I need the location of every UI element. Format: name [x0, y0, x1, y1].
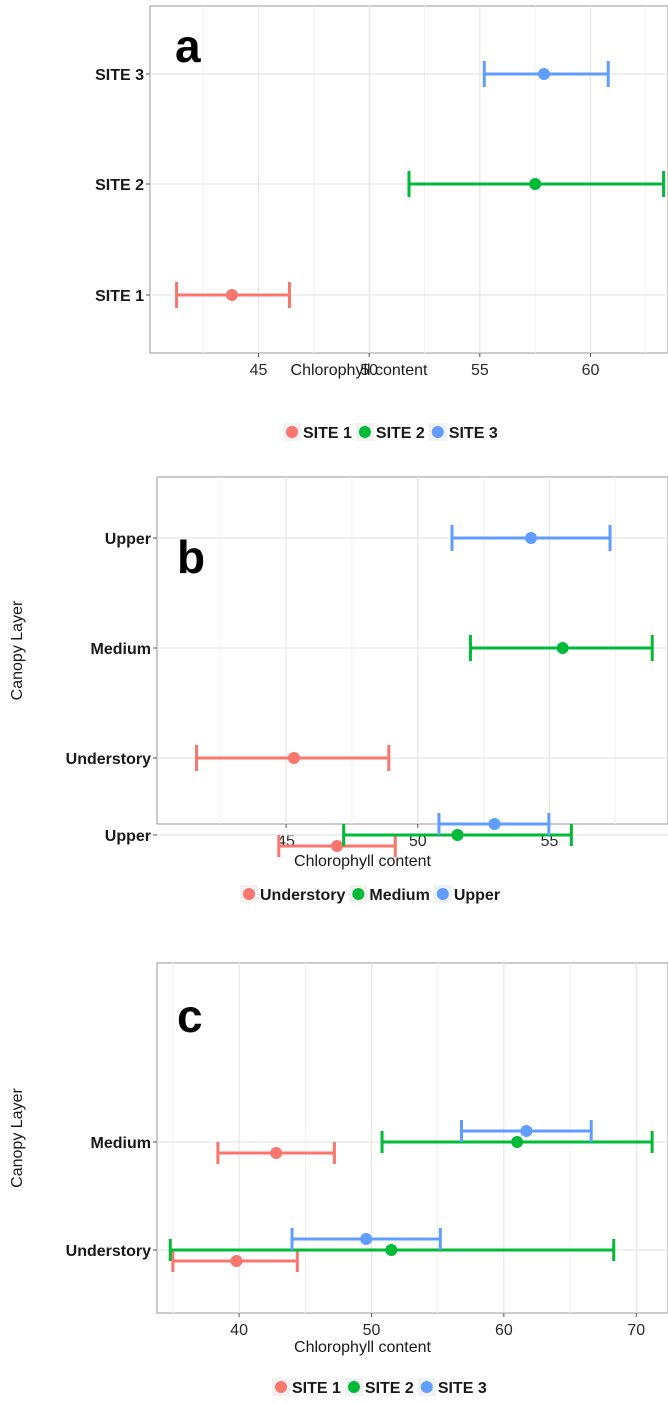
- x-axis-title: Chlorophyll content: [294, 1339, 432, 1356]
- legend-marker: [359, 426, 371, 438]
- x-tick-label: 60: [582, 362, 600, 379]
- legend: SITE 1 SITE 2 SITE 3: [272, 1378, 487, 1397]
- legend-marker: [243, 888, 255, 900]
- x-axis-title: Chlorophyll content: [291, 362, 429, 379]
- legend-label: Medium: [369, 887, 429, 904]
- series-site-1-medium-point: [270, 1147, 282, 1159]
- x-tick-label: 40: [230, 1322, 248, 1339]
- legend: Understory Medium Upper: [240, 885, 500, 904]
- panel-letter: b: [177, 531, 205, 583]
- plot-area: [157, 477, 668, 824]
- y-axis-title: Canopy Layer: [9, 600, 26, 700]
- y-category-label: SITE 2: [95, 177, 144, 194]
- panel-letter: c: [177, 990, 203, 1042]
- series-site-2-upper-point: [452, 829, 464, 841]
- legend-label: SITE 3: [449, 425, 498, 442]
- y-category-label: Medium: [91, 1135, 151, 1152]
- x-tick-label: 55: [471, 362, 489, 379]
- x-tick-label: 45: [250, 362, 268, 379]
- series-site-2-point: [529, 178, 541, 190]
- y-axis-title: Canopy Layer: [9, 1088, 26, 1188]
- legend: SITE 1 SITE 2 SITE 3: [283, 423, 498, 442]
- legend-label: Upper: [454, 887, 500, 904]
- legend-marker: [275, 1381, 287, 1393]
- legend-marker: [286, 426, 298, 438]
- x-tick-label: 50: [363, 1322, 381, 1339]
- y-category-label: SITE 1: [95, 288, 144, 305]
- y-category-label: Medium: [91, 641, 151, 658]
- x-tick-label: 70: [627, 1322, 645, 1339]
- legend-marker: [437, 888, 449, 900]
- series-site-3-upper-point: [489, 818, 501, 830]
- x-axis-title: Chlorophyll content: [294, 853, 432, 870]
- series-site-3-medium-point: [520, 1125, 532, 1137]
- series-site-3-point: [538, 68, 550, 80]
- legend-label: Understory: [260, 887, 345, 904]
- legend-label: SITE 2: [365, 1380, 414, 1397]
- series-site-2-understory-point: [385, 1244, 397, 1256]
- legend-marker: [421, 1381, 433, 1393]
- legend-label: SITE 3: [438, 1380, 487, 1397]
- legend-label: SITE 2: [376, 425, 425, 442]
- y-category-label: Upper: [105, 828, 151, 845]
- y-category-label: SITE 3: [95, 67, 144, 84]
- legend-marker: [348, 1381, 360, 1393]
- y-category-label: Understory: [66, 1243, 151, 1260]
- series-medium-point: [557, 642, 569, 654]
- series-site-1-upper-point: [331, 840, 343, 852]
- y-category-label: Upper: [105, 531, 151, 548]
- series-site-2-medium-point: [511, 1136, 523, 1148]
- series-upper-point: [525, 532, 537, 544]
- series-site-3-understory-point: [360, 1233, 372, 1245]
- y-category-label: Understory: [66, 751, 151, 768]
- panel-letter: a: [175, 20, 201, 72]
- legend-marker: [352, 888, 364, 900]
- series-understory-point: [288, 752, 300, 764]
- legend-marker: [432, 426, 444, 438]
- legend-label: SITE 1: [303, 425, 352, 442]
- legend-label: SITE 1: [292, 1380, 341, 1397]
- x-tick-label: 60: [495, 1322, 513, 1339]
- series-site-1-understory-point: [230, 1255, 242, 1267]
- series-site-1-point: [226, 289, 238, 301]
